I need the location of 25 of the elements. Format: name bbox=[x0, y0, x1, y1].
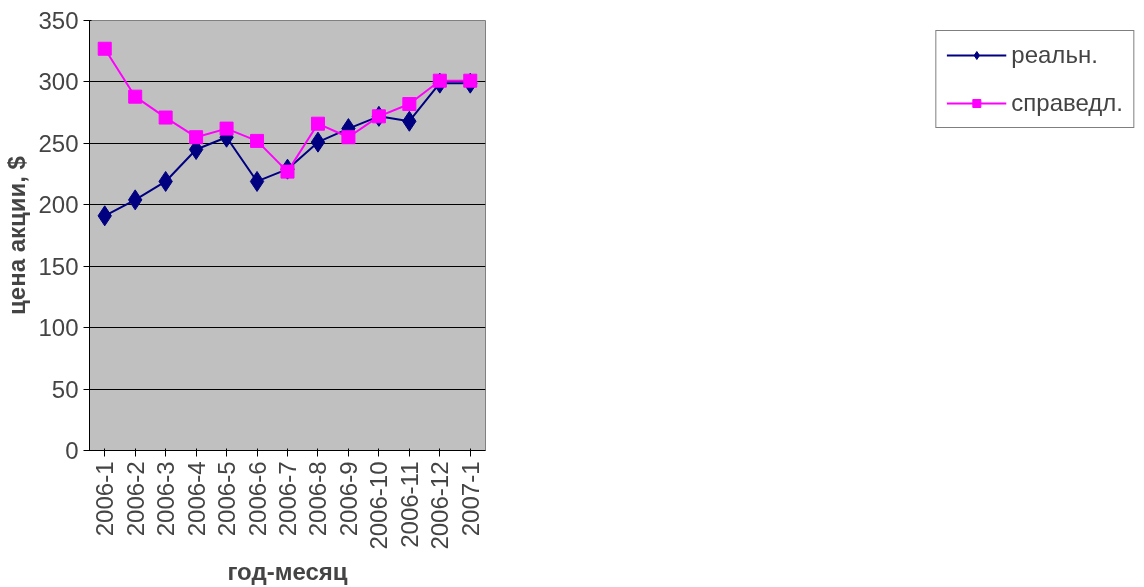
y-tick-label: 250 bbox=[38, 129, 79, 157]
y-tick-label: 300 bbox=[38, 68, 79, 96]
x-tick-label: 2006-5 bbox=[213, 461, 241, 537]
legend-label: реальн. bbox=[1011, 41, 1098, 69]
x-tick-label: 2006-1 bbox=[91, 461, 119, 537]
y-tick-label: 100 bbox=[38, 314, 79, 342]
y-tick-label: 50 bbox=[51, 375, 79, 403]
y-tick-label: 150 bbox=[38, 252, 79, 280]
x-tick-label: 2006-10 bbox=[365, 461, 393, 550]
x-tick-label: 2006-8 bbox=[304, 461, 332, 537]
x-tick-label: 2006-6 bbox=[243, 461, 271, 537]
x-tick-label: 2006-3 bbox=[152, 461, 180, 537]
x-tick-label: 2006-4 bbox=[182, 461, 210, 537]
x-tick-label: 2006-7 bbox=[274, 461, 301, 537]
x-tick-label: 2006-12 bbox=[426, 461, 454, 550]
y-tick-label: 0 bbox=[65, 437, 79, 464]
x-tick-label: 2007-1 bbox=[456, 461, 484, 537]
x-axis-title: год-месяц bbox=[227, 557, 348, 585]
y-tick-label: 350 bbox=[38, 7, 79, 34]
x-tick-label: 2006-9 bbox=[334, 461, 362, 537]
x-tick-label: 2006-2 bbox=[121, 461, 149, 537]
y-tick-label: 200 bbox=[38, 191, 79, 219]
legend-label: справедл. bbox=[1011, 89, 1123, 117]
x-tick-label: 2006-11 bbox=[395, 461, 423, 548]
y-axis-title: цена акции, $ bbox=[3, 155, 31, 315]
